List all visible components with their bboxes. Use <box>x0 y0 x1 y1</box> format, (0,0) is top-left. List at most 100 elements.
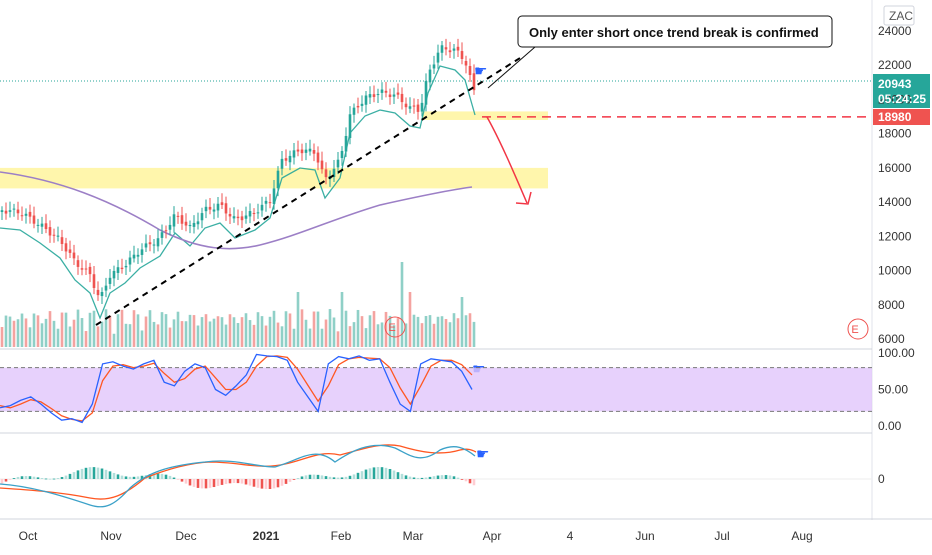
candle-body[interactable] <box>92 274 96 288</box>
candle-body[interactable] <box>164 230 168 232</box>
candle-body[interactable] <box>420 102 424 112</box>
candle-body[interactable] <box>316 152 320 163</box>
pointer-hand-icon-macd[interactable]: ☛ <box>476 446 489 463</box>
candle-body[interactable] <box>76 260 80 267</box>
candle-body[interactable] <box>0 210 4 212</box>
candle-body[interactable] <box>336 159 340 168</box>
candle-body[interactable] <box>132 254 136 259</box>
candle-body[interactable] <box>116 267 120 273</box>
candle-body[interactable] <box>216 203 220 211</box>
candle-body[interactable] <box>320 160 324 170</box>
candle-body[interactable] <box>108 277 112 284</box>
candle-body[interactable] <box>252 212 256 214</box>
candle-body[interactable] <box>412 105 416 107</box>
candle-body[interactable] <box>60 237 64 245</box>
candle-body[interactable] <box>408 106 412 109</box>
candle-body[interactable] <box>292 150 296 158</box>
candle-body[interactable] <box>348 114 352 138</box>
candle-body[interactable] <box>68 249 72 253</box>
candle-body[interactable] <box>128 257 132 265</box>
candle-body[interactable] <box>12 208 16 210</box>
candle-body[interactable] <box>364 95 368 105</box>
candle-body[interactable] <box>304 149 308 153</box>
candle-body[interactable] <box>40 223 44 227</box>
candle-body[interactable] <box>240 216 244 221</box>
candle-body[interactable] <box>224 203 228 214</box>
candle-body[interactable] <box>180 215 184 224</box>
resistance-zone[interactable] <box>0 167 548 189</box>
candle-body[interactable] <box>16 209 20 214</box>
candle-body[interactable] <box>24 213 28 216</box>
candle-body[interactable] <box>184 221 188 226</box>
earnings-circle-1[interactable] <box>384 316 406 338</box>
candle-body[interactable] <box>284 158 288 161</box>
pointer-hand-icon[interactable]: ☛ <box>474 63 487 80</box>
candle-body[interactable] <box>264 200 268 204</box>
candle-body[interactable] <box>72 252 76 259</box>
candle-body[interactable] <box>124 265 128 268</box>
candle-body[interactable] <box>140 249 144 255</box>
candle-body[interactable] <box>52 234 56 236</box>
candle-body[interactable] <box>172 214 176 227</box>
candle-body[interactable] <box>376 94 380 96</box>
candle-body[interactable] <box>196 221 200 225</box>
candle-body[interactable] <box>268 202 272 204</box>
candle-body[interactable] <box>4 210 8 214</box>
candle-body[interactable] <box>340 150 344 158</box>
earnings-circle-2[interactable] <box>847 318 869 340</box>
candle-body[interactable] <box>200 213 204 221</box>
candle-body[interactable] <box>392 94 396 97</box>
candle-body[interactable] <box>432 64 436 69</box>
candle-body[interactable] <box>256 212 260 214</box>
candle-body[interactable] <box>160 232 164 238</box>
candle-body[interactable] <box>56 235 60 237</box>
candle-body[interactable] <box>8 210 12 212</box>
candle-body[interactable] <box>248 211 252 217</box>
candle-body[interactable] <box>404 103 408 108</box>
candle-body[interactable] <box>312 150 316 154</box>
candle-body[interactable] <box>440 45 444 53</box>
candle-body[interactable] <box>388 94 392 97</box>
candle-body[interactable] <box>452 48 456 51</box>
candle-body[interactable] <box>64 243 68 252</box>
candle-body[interactable] <box>444 47 448 50</box>
candle-body[interactable] <box>368 94 372 98</box>
candle-body[interactable] <box>212 209 216 212</box>
symbol-badge[interactable] <box>883 5 915 26</box>
candle-body[interactable] <box>112 270 116 279</box>
candle-body[interactable] <box>96 289 100 296</box>
candle-body[interactable] <box>136 254 140 257</box>
candle-body[interactable] <box>400 93 404 103</box>
candle-body[interactable] <box>144 243 148 248</box>
candle-body[interactable] <box>308 148 312 152</box>
candle-body[interactable] <box>424 81 428 105</box>
candle-body[interactable] <box>428 69 432 83</box>
candle-body[interactable] <box>332 168 336 178</box>
candle-body[interactable] <box>300 149 304 154</box>
candle-body[interactable] <box>208 206 212 210</box>
breakdown-zone[interactable] <box>422 111 548 120</box>
candle-body[interactable] <box>188 225 192 227</box>
earnings-marker-2[interactable]: E <box>851 324 858 336</box>
candle-body[interactable] <box>468 66 472 76</box>
candle-body[interactable] <box>416 104 420 112</box>
candle-body[interactable] <box>20 215 24 217</box>
candle-body[interactable] <box>276 170 280 189</box>
candle-body[interactable] <box>236 216 240 219</box>
candle-body[interactable] <box>80 268 84 270</box>
candle-body[interactable] <box>280 158 284 169</box>
candle-body[interactable] <box>220 202 224 205</box>
candle-body[interactable] <box>84 268 88 270</box>
candle-body[interactable] <box>148 242 152 245</box>
candle-body[interactable] <box>152 244 156 246</box>
candle-body[interactable] <box>384 90 388 93</box>
candle-body[interactable] <box>232 216 236 219</box>
candle-body[interactable] <box>396 92 400 95</box>
candle-body[interactable] <box>100 292 104 297</box>
candle-body[interactable] <box>448 50 452 53</box>
candle-body[interactable] <box>296 149 300 152</box>
candle-body[interactable] <box>360 103 364 106</box>
candle-body[interactable] <box>168 224 172 230</box>
candle-body[interactable] <box>324 169 328 178</box>
